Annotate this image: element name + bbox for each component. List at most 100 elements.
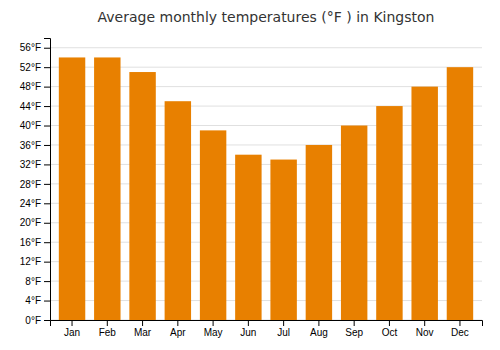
y-tick-mark <box>44 67 50 68</box>
x-tick-label: May <box>204 327 223 338</box>
x-tick-label: Mar <box>134 327 152 338</box>
x-tick-label: Apr <box>170 327 186 338</box>
y-tick: 0°F <box>25 315 50 326</box>
x-tick: Mar <box>134 320 152 338</box>
x-tick: Jul <box>277 320 290 338</box>
x-axis-line <box>51 321 483 327</box>
x-tick-mark <box>354 320 355 326</box>
bar <box>59 57 85 320</box>
chart-svg: 0°F 4°F 8°F 12°F 16°F 20°F 24°F 28°F 32°F 36°F 40°… <box>0 0 500 350</box>
y-tick-mark <box>44 87 50 88</box>
y-tick: 20°F <box>20 217 50 228</box>
y-tick: 32°F <box>20 159 50 170</box>
y-tick-mark <box>44 48 50 49</box>
y-tick: 24°F <box>20 198 50 209</box>
x-tick-label: Sep <box>345 327 363 338</box>
y-tick-label: 48°F <box>20 81 41 92</box>
x-tick: Jun <box>240 320 256 338</box>
x-tick-mark <box>424 320 425 326</box>
y-tick-label: 40°F <box>20 120 41 131</box>
x-tick-label: Oct <box>382 327 398 338</box>
y-tick-label: 44°F <box>20 101 41 112</box>
bar <box>376 106 402 320</box>
y-tick: 28°F <box>20 179 50 190</box>
x-tick: Oct <box>382 320 398 338</box>
y-tick: 16°F <box>20 237 50 248</box>
y-tick-label: 32°F <box>20 159 41 170</box>
y-tick: 12°F <box>20 256 50 267</box>
y-tick-label: 16°F <box>20 237 41 248</box>
x-tick: Aug <box>310 320 328 338</box>
x-tick-mark <box>283 320 284 326</box>
y-tick-mark <box>44 203 50 204</box>
x-tick-mark <box>389 320 390 326</box>
y-tick-mark <box>44 164 50 165</box>
x-tick-label: Nov <box>416 327 434 338</box>
y-tick: 4°F <box>25 295 50 306</box>
y-tick-label: 20°F <box>20 217 41 228</box>
y-tick-mark <box>44 126 50 127</box>
bar <box>270 160 296 320</box>
chart-container: 0°F 4°F 8°F 12°F 16°F 20°F 24°F 28°F 32°F 36°F 40°… <box>0 0 500 350</box>
x-tick: Jan <box>64 320 80 338</box>
y-tick: 52°F <box>20 62 50 73</box>
x-tick: May <box>204 320 223 338</box>
x-tick-label: Jun <box>240 327 256 338</box>
x-tick-mark <box>72 320 73 326</box>
x-tick-mark <box>318 320 319 326</box>
y-tick-mark <box>44 242 50 243</box>
y-tick: 40°F <box>20 120 50 131</box>
y-tick-mark <box>44 223 50 224</box>
x-tick-label: Aug <box>310 327 328 338</box>
x-tick: Feb <box>99 320 117 338</box>
x-tick-label: Jul <box>277 327 290 338</box>
bar <box>411 87 437 320</box>
y-tick-mark <box>44 281 50 282</box>
x-tick: Nov <box>416 320 434 338</box>
x-tick-mark <box>107 320 108 326</box>
x-tick: Dec <box>451 320 469 338</box>
grid-line <box>50 47 482 48</box>
bar <box>235 155 261 320</box>
x-tick-mark <box>459 320 460 326</box>
y-tick: 8°F <box>25 276 50 287</box>
bar <box>129 72 155 320</box>
bar <box>447 67 473 320</box>
grid <box>50 48 482 320</box>
bar <box>165 101 191 320</box>
y-tick-label: 28°F <box>20 179 41 190</box>
y-tick-label: 56°F <box>20 42 41 53</box>
y-tick-mark <box>44 262 50 263</box>
y-tick: 44°F <box>20 101 50 112</box>
y-axis: 0°F 4°F 8°F 12°F 16°F 20°F 24°F 28°F 32°F 36°F 40°… <box>20 39 51 326</box>
bar <box>306 145 332 320</box>
y-tick-mark <box>44 184 50 185</box>
x-axis: Jan Feb Mar Apr May Jun Jul Aug Sep Oct Nov Dec <box>51 320 483 338</box>
y-tick-mark <box>44 320 50 321</box>
y-tick-label: 52°F <box>20 62 41 73</box>
y-tick-label: 8°F <box>25 276 41 287</box>
x-tick: Sep <box>345 320 363 338</box>
x-tick-mark <box>213 320 214 326</box>
y-tick-mark <box>44 301 50 302</box>
y-tick: 36°F <box>20 140 50 151</box>
y-tick-mark <box>44 106 50 107</box>
y-tick-label: 4°F <box>25 295 41 306</box>
plot-area <box>59 57 473 320</box>
bar <box>200 130 226 320</box>
y-tick-label: 12°F <box>20 256 41 267</box>
x-tick-label: Dec <box>451 327 469 338</box>
y-tick-label: 24°F <box>20 198 41 209</box>
y-tick: 48°F <box>20 81 50 92</box>
x-tick: Apr <box>170 320 186 338</box>
bar <box>341 126 367 320</box>
x-tick-mark <box>142 320 143 326</box>
y-tick-mark <box>44 145 50 146</box>
x-tick-mark <box>177 320 178 326</box>
y-axis-line <box>44 39 51 321</box>
title: Average monthly temperatures (°F ) in Ki… <box>98 9 435 25</box>
y-tick-label: 0°F <box>25 315 41 326</box>
y-tick: 56°F <box>20 42 50 53</box>
x-tick-label: Jan <box>64 327 80 338</box>
x-tick-label: Feb <box>99 327 117 338</box>
